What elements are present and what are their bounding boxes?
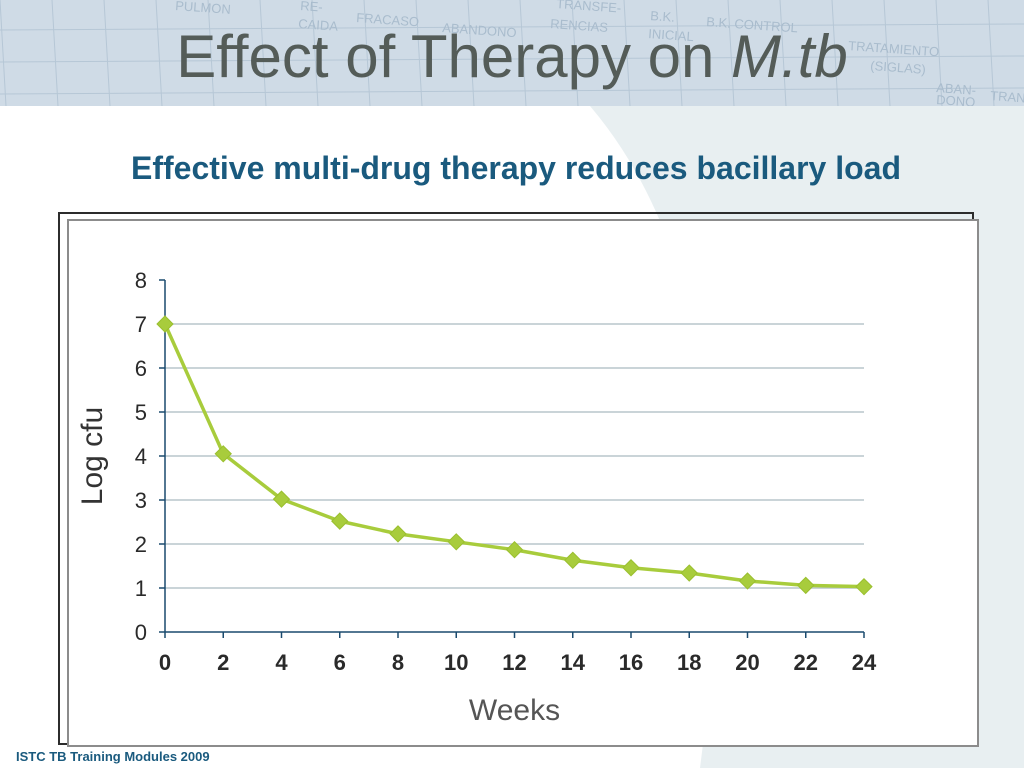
- form-grid-line: [779, 0, 787, 106]
- data-point-marker: [855, 577, 873, 596]
- data-point-marker: [389, 525, 407, 543]
- x-tick-label: 24: [852, 650, 877, 675]
- data-point-marker: [564, 551, 582, 569]
- y-tick-label: 1: [135, 576, 147, 601]
- y-axis-label: Log cfu: [76, 407, 109, 505]
- form-word: FRACASO: [356, 10, 420, 29]
- footer-credit: ISTC TB Training Modules 2009: [16, 749, 210, 764]
- form-grid-line: [103, 0, 111, 106]
- form-word: TRAN: [990, 88, 1024, 105]
- data-point-marker: [447, 533, 465, 551]
- form-grid-line: [467, 0, 475, 106]
- data-point-marker: [797, 576, 815, 595]
- form-grid-line: [415, 0, 423, 106]
- y-tick-label: 5: [135, 400, 147, 425]
- data-point-marker: [156, 315, 174, 333]
- data-point-marker: [680, 564, 698, 582]
- form-grid-line: [311, 0, 319, 106]
- form-grid-line: [0, 23, 1024, 31]
- y-tick-label: 2: [135, 532, 147, 557]
- form-word: CAIDA: [298, 16, 339, 34]
- x-tick-label: 0: [159, 650, 171, 675]
- data-point-marker: [505, 541, 524, 559]
- form-grid-line: [207, 0, 215, 106]
- x-tick-label: 22: [794, 650, 818, 675]
- form-background-texture: PULMON RE-CAIDA FRACASO ABANDONO TRANSFE-REN…: [0, 0, 1024, 106]
- slide-title: Effect of Therapy on M.tb: [0, 22, 1024, 91]
- header-band: PULMON RE- CAIDA FRACASO ABANDONO TRANSFE- REN…: [0, 0, 1024, 106]
- x-tick-label: 10: [444, 650, 468, 675]
- slide-title-text: Effect of Therapy on: [176, 23, 732, 90]
- y-tick-label: 6: [135, 356, 147, 381]
- form-grid-line: [259, 0, 267, 106]
- x-tick-label: 18: [677, 650, 701, 675]
- form-word: RE-: [300, 0, 323, 15]
- x-tick-label: 4: [275, 650, 288, 675]
- data-point-marker: [622, 559, 640, 577]
- form-word: TRATAMIENTO: [848, 38, 940, 59]
- form-grid-line: [155, 0, 163, 106]
- form-word: TRANSFE-: [556, 0, 622, 16]
- form-grid-line: [51, 0, 59, 106]
- form-word: ABANDONO: [442, 20, 517, 40]
- y-tick-label: 0: [135, 620, 147, 645]
- x-tick-label: 12: [502, 650, 526, 675]
- form-word: ABAN-: [936, 80, 977, 98]
- y-tick-label: 3: [135, 488, 147, 513]
- x-tick-label: 8: [392, 650, 404, 675]
- form-grid-line: [623, 0, 631, 106]
- form-grid-line: [0, 0, 7, 106]
- form-word: INICIAL: [648, 26, 694, 44]
- y-tick-label: 4: [135, 444, 147, 469]
- x-tick-label: 2: [217, 650, 229, 675]
- y-tick-label: 8: [135, 268, 147, 293]
- form-word: B.K. CONTROL: [706, 14, 799, 35]
- form-grid-line: [571, 0, 579, 106]
- form-grid-line: [363, 0, 371, 106]
- form-grid-line: [519, 0, 527, 106]
- x-tick-label: 16: [619, 650, 643, 675]
- form-grid-line: [727, 0, 735, 106]
- y-tick-label: 7: [135, 312, 147, 337]
- form-grid-line: [0, 55, 1024, 63]
- x-tick-label: 14: [561, 650, 586, 675]
- form-word: DONO: [936, 92, 976, 106]
- data-point-marker: [331, 512, 349, 530]
- chart-frame-inner: [67, 219, 979, 747]
- slide-subtitle: Effective multi-drug therapy reduces bac…: [131, 150, 901, 186]
- x-tick-label: 6: [334, 650, 346, 675]
- data-point-marker: [272, 490, 291, 508]
- data-point-marker: [214, 445, 232, 463]
- form-grid-line: [0, 87, 1024, 95]
- form-word: PULMON: [175, 0, 232, 17]
- slide-title-organism: M.tb: [731, 23, 848, 90]
- form-grid-line: [675, 0, 683, 106]
- data-point-marker: [738, 572, 757, 590]
- form-word: (SIGLAS): [870, 58, 927, 77]
- x-axis-label: Weeks: [469, 694, 560, 727]
- form-grid-line: [831, 0, 839, 106]
- form-word: B.K.: [650, 8, 676, 25]
- x-tick-label: 20: [735, 650, 759, 675]
- form-word: RENCIAS: [550, 16, 609, 35]
